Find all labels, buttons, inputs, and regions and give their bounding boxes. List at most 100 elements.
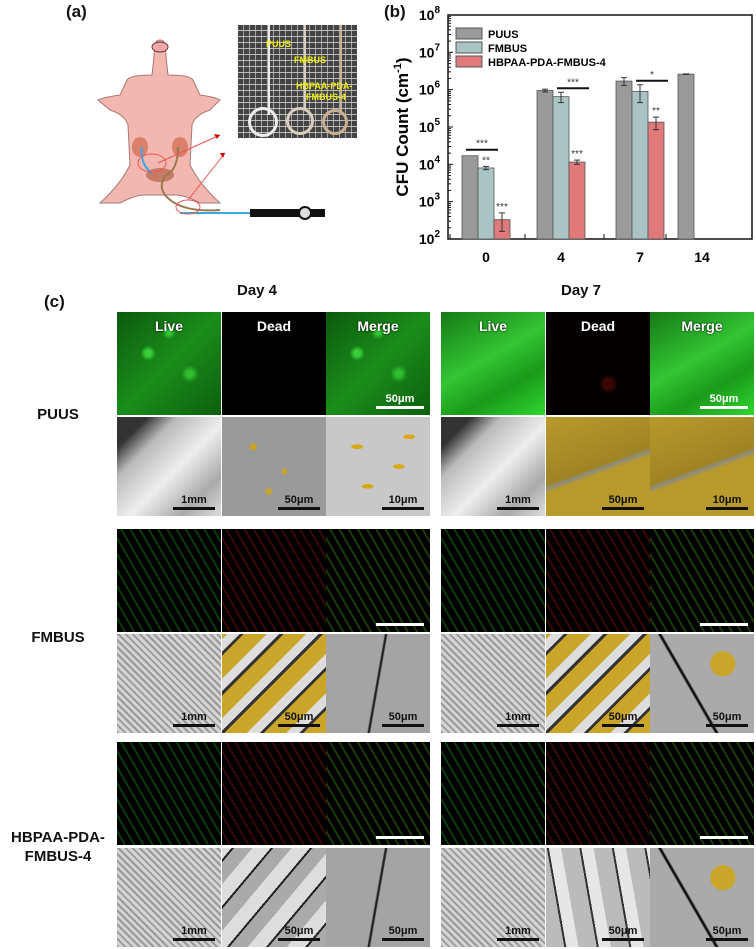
cfu-bar-chart: 102 103 104 105 106 107 108 CFU Count (cm-1) 0 4 7… — [392, 5, 753, 265]
fluorescence-image: Merge 50μm — [326, 312, 430, 415]
scale-bar-line — [602, 724, 644, 727]
catheter-photo: PUUS FMBUS HBPAA-PDA- FMBUS-4 — [238, 25, 357, 138]
scale-bar-line — [497, 507, 539, 510]
scale-bar-line — [173, 724, 215, 727]
scale-bar-line — [173, 938, 215, 941]
scale-bar: 50μm — [382, 925, 424, 941]
scale-bar-label: 10μm — [712, 494, 742, 506]
legend-label-1: FMBUS — [488, 43, 527, 55]
fluorescence-image — [326, 742, 430, 845]
scale-bar-label: 50μm — [284, 925, 314, 937]
bar-puus — [677, 73, 695, 240]
scale-bar: 1mm — [497, 494, 539, 510]
sem-image: 50μm — [222, 848, 326, 947]
scale-bar-line — [497, 724, 539, 727]
fluorescence-image — [222, 529, 326, 632]
scale-bar: 50μm — [602, 711, 644, 727]
scale-bar-line — [376, 623, 424, 626]
channel-label: Merge — [681, 318, 723, 334]
significance-marker: ** — [482, 155, 490, 166]
scale-bar-line — [278, 724, 320, 727]
panel-b-label: (b) — [384, 2, 406, 21]
fluorescence-image — [441, 529, 545, 632]
scale-bar-label: 50μm — [608, 711, 638, 723]
fluorescence-image — [546, 742, 650, 845]
sem-image: 50μm — [546, 634, 650, 733]
sem-image: 1mm — [117, 848, 221, 947]
y-tick-label: 103 — [419, 192, 441, 210]
scale-bar: 50μm — [602, 494, 644, 510]
sem-image: 1mm — [441, 848, 545, 947]
fluorescence-image — [650, 529, 754, 632]
channel-label: Dead — [580, 318, 616, 334]
scale-bar-label: 50μm — [712, 711, 742, 723]
scale-bar — [700, 835, 748, 839]
sem-image: 10μm — [326, 417, 430, 516]
scale-bar-line — [706, 938, 748, 941]
legend-label-2: HBPAA-PDA-FMBUS-4 — [488, 57, 607, 69]
bar-puus — [536, 90, 554, 240]
scale-bar: 10μm — [382, 494, 424, 510]
scale-bar: 50μm — [706, 925, 748, 941]
scale-bar-label: 10μm — [388, 494, 418, 506]
scale-bar — [376, 622, 424, 626]
sem-image: 50μm — [650, 634, 754, 733]
sample-label-line: HBPAA-PDA- — [11, 829, 105, 846]
fluorescence-image — [222, 742, 326, 845]
channel-label: Live — [154, 318, 183, 334]
sample-label: PUUS — [0, 405, 116, 424]
legend-swatch-0 — [455, 27, 483, 40]
x-tick-label: 0 — [482, 249, 490, 265]
scale-bar: 10μm — [706, 494, 748, 510]
scale-bar: 50μm — [278, 494, 320, 510]
scale-bar-line — [706, 507, 748, 510]
sem-image: 50μm — [222, 417, 326, 516]
photo-label-fmbus: FMBUS — [294, 55, 326, 65]
pig-catheter-illustration — [97, 39, 325, 220]
fluorescence-image — [117, 529, 221, 632]
scale-bar-label: 1mm — [181, 711, 207, 723]
scale-bar-line — [376, 836, 424, 839]
sample-label-line: PUUS — [37, 406, 79, 423]
y-tick-label: 106 — [419, 80, 441, 98]
scale-bar-label: 1mm — [505, 494, 531, 506]
bar-fmbus — [477, 167, 495, 240]
fluorescence-image — [441, 742, 545, 845]
y-tick-label: 105 — [419, 117, 441, 135]
bar-hbpaa-pda-fmbus-4 — [647, 121, 665, 240]
bar-fmbus — [631, 90, 649, 240]
panel-a-label: (a) — [66, 2, 87, 21]
scale-bar: 50μm — [700, 393, 748, 409]
fluorescence-image — [546, 529, 650, 632]
scale-bar-line — [382, 724, 424, 727]
significance-marker: *** — [567, 77, 579, 88]
significance-marker: *** — [496, 202, 508, 213]
legend-label-0: PUUS — [488, 29, 519, 41]
scale-bar-label: 50μm — [284, 494, 314, 506]
scale-bar-line — [382, 507, 424, 510]
sem-image: 50μm — [650, 848, 754, 947]
fluorescence-image — [326, 529, 430, 632]
channel-label: Live — [478, 318, 507, 334]
y-tick-label: 102 — [419, 229, 441, 247]
scale-bar — [376, 835, 424, 839]
y-tick-label: 107 — [419, 42, 441, 60]
bar-puus — [461, 155, 479, 240]
scale-bar-label: 50μm — [388, 711, 418, 723]
scale-bar-label: 50μm — [284, 711, 314, 723]
channel-label: Dead — [256, 318, 292, 334]
sem-image: 1mm — [117, 417, 221, 516]
scale-bar-line — [602, 938, 644, 941]
day-label: Day 4 — [237, 282, 278, 299]
scale-bar: 50μm — [602, 925, 644, 941]
legend-swatch-2 — [455, 55, 483, 68]
pig-body — [97, 39, 325, 220]
sem-image: 1mm — [441, 634, 545, 733]
fluorescence-image — [117, 742, 221, 845]
scale-bar-line — [497, 938, 539, 941]
scale-bar: 1mm — [173, 925, 215, 941]
scale-bar-label: 1mm — [505, 711, 531, 723]
sem-image: 50μm — [546, 417, 650, 516]
fluorescence-image: Live — [117, 312, 221, 415]
scale-bar-label: 50μm — [385, 393, 415, 405]
